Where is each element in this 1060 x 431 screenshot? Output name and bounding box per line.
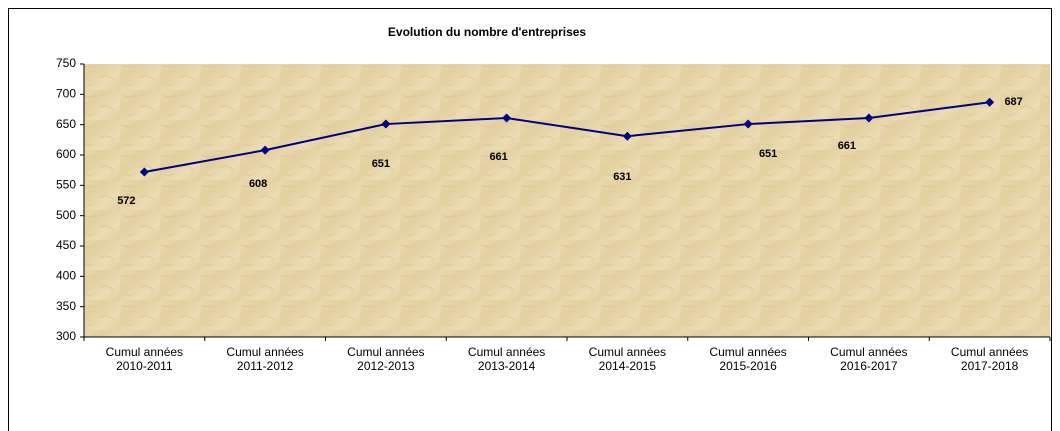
data-label: 661 <box>489 151 507 163</box>
y-tick-label: 650 <box>56 117 76 131</box>
data-label: 631 <box>613 171 631 183</box>
y-tick-label: 400 <box>56 269 76 283</box>
data-label: 661 <box>838 140 856 152</box>
y-tick-label: 700 <box>56 87 76 101</box>
data-label: 572 <box>117 195 135 207</box>
marker <box>502 113 512 123</box>
plot-area <box>84 64 1050 337</box>
x-tick-label: Cumul années 2013-2014 <box>467 345 546 373</box>
y-tick-label: 450 <box>56 238 76 252</box>
x-tick-label: Cumul années 2011-2012 <box>226 345 304 373</box>
y-tick-label: 350 <box>56 299 76 313</box>
chart-title: Evolution du nombre d'entreprises <box>388 25 587 39</box>
x-tick-label: Cumul années 2010-2011 <box>105 345 184 373</box>
y-tick-label: 500 <box>56 208 76 222</box>
marker <box>622 131 632 141</box>
y-tick-label: 750 <box>56 56 76 70</box>
marker <box>381 119 391 129</box>
marker <box>985 97 995 107</box>
y-tick-label: 600 <box>56 147 76 161</box>
marker <box>260 145 270 155</box>
data-label: 651 <box>372 158 390 170</box>
line <box>144 101 990 173</box>
y-tick-label: 550 <box>56 178 76 192</box>
x-tick-label: Cumul années 2015-2016 <box>709 345 787 373</box>
marker <box>864 113 874 123</box>
data-label: 651 <box>759 148 777 160</box>
data-label: 608 <box>249 178 267 190</box>
marker <box>139 167 149 177</box>
data-label: 687 <box>1004 96 1022 108</box>
x-tick-label: Cumul années 2012-2013 <box>347 345 425 373</box>
x-tick-label: Cumul années 2017-2018 <box>950 345 1029 373</box>
marker <box>743 119 753 129</box>
y-tick-label: 300 <box>56 329 76 343</box>
x-tick-label: Cumul années 2014-2015 <box>588 345 667 373</box>
x-tick-label: Cumul années 2016-2017 <box>830 345 908 373</box>
